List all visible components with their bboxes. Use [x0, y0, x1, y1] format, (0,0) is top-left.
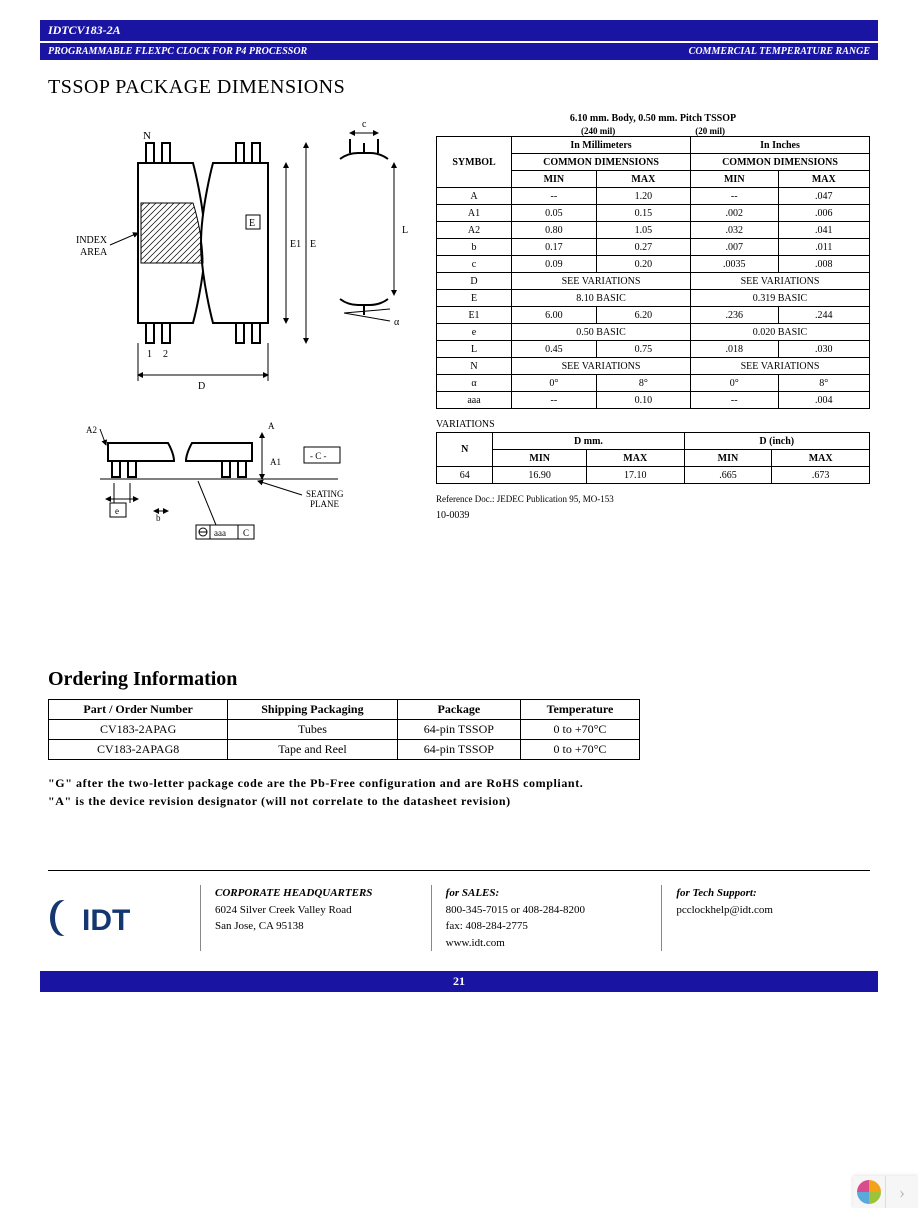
table-row: c0.090.20.0035.008	[437, 256, 870, 273]
hq-l1: 6024 Silver Creek Valley Road	[215, 902, 409, 919]
svg-text:E1: E1	[290, 239, 301, 250]
svg-text:PLANE: PLANE	[310, 499, 340, 509]
svg-text:L: L	[402, 225, 408, 236]
th-var-N: N	[437, 433, 493, 467]
th-max2: MAX	[778, 171, 869, 188]
corner-widget[interactable]: ›	[853, 1176, 918, 1208]
th-min2: MIN	[691, 171, 779, 188]
table-row: E16.006.20.236.244	[437, 307, 870, 324]
svg-text:C: C	[243, 528, 249, 538]
svg-text:A1: A1	[270, 457, 281, 467]
variations-label: VARIATIONS	[436, 419, 870, 430]
svg-text:1: 1	[147, 349, 152, 360]
table-row: A--1.20--.047	[437, 188, 870, 205]
svg-text:SEATING: SEATING	[306, 489, 344, 499]
idt-logo: IDT	[48, 885, 178, 951]
lbl-N: N	[143, 130, 151, 142]
tech-l1: pcclockhelp@idt.com	[676, 902, 870, 919]
th: Part / Order Number	[49, 700, 228, 720]
svg-text:A: A	[268, 421, 275, 431]
header-model: IDTCV183-2A	[48, 23, 121, 38]
th-vmax2: MAX	[772, 450, 870, 467]
svg-text:IDT: IDT	[82, 904, 130, 937]
sales-title: for SALES:	[446, 885, 640, 902]
table-row: α0°8°0°8°	[437, 375, 870, 392]
footer-tech: for Tech Support: pcclockhelp@idt.com	[661, 885, 870, 951]
footer: IDT CORPORATE HEADQUARTERS 6024 Silver C…	[0, 885, 918, 951]
dim-caption: 6.10 mm. Body, 0.50 mm. Pitch TSSOP	[436, 113, 870, 124]
variations-table: N D mm. D (inch) MINMAX MINMAX 6416.9017…	[436, 432, 870, 484]
footer-hq: CORPORATE HEADQUARTERS 6024 Silver Creek…	[200, 885, 409, 951]
th-var-din: D (inch)	[684, 433, 869, 450]
dim-sub-l: (240 mil)	[581, 126, 615, 136]
th-mm: In Millimeters	[512, 137, 691, 154]
table-row: 6416.9017.10.665.673	[437, 467, 870, 484]
ordering-table: Part / Order NumberShipping PackagingPac…	[48, 699, 640, 760]
section-title: TSSOP PACKAGE DIMENSIONS	[48, 76, 870, 99]
header-right: COMMERCIAL TEMPERATURE RANGE	[689, 46, 870, 57]
drawing-code: 10-0039	[436, 510, 870, 521]
table-row: CV183-2APAG8Tape and Reel64-pin TSSOP0 t…	[49, 740, 640, 760]
chevron-right-icon[interactable]: ›	[885, 1176, 918, 1208]
svg-text:α: α	[394, 317, 400, 328]
ordering-title: Ordering Information	[48, 668, 870, 691]
table-row: E8.10 BASIC0.319 BASIC	[437, 290, 870, 307]
th-vmin2: MIN	[684, 450, 772, 467]
table-row: DSEE VARIATIONSSEE VARIATIONS	[437, 273, 870, 290]
th-cd1: COMMON DIMENSIONS	[512, 154, 691, 171]
th-vmax1: MAX	[586, 450, 684, 467]
th-vmin1: MIN	[493, 450, 587, 467]
table-row: aaa--0.10--.004	[437, 392, 870, 409]
table-row: b0.170.27.007.011	[437, 239, 870, 256]
sales-l1: 800-345-7015 or 408-284-8200	[446, 902, 640, 919]
header-subtitle: PROGRAMMABLE FLEXPC CLOCK FOR P4 PROCESS…	[48, 46, 307, 57]
footer-rule	[48, 870, 870, 871]
svg-text:AREA: AREA	[80, 247, 108, 258]
page-number: 21	[453, 974, 465, 988]
svg-text:E: E	[249, 218, 255, 229]
dim-sub-r: (20 mil)	[695, 126, 725, 136]
note-a: "A" is the device revision designator (w…	[48, 792, 870, 810]
note-g: "G" after the two-letter package code ar…	[48, 774, 870, 792]
th-min1: MIN	[512, 171, 597, 188]
table-row: A20.801.05.032.041	[437, 222, 870, 239]
header-bar-2: PROGRAMMABLE FLEXPC CLOCK FOR P4 PROCESS…	[40, 43, 878, 60]
reference-doc: Reference Doc.: JEDEC Publication 95, MO…	[436, 494, 870, 504]
table-row: L0.450.75.018.030	[437, 341, 870, 358]
sales-l2: fax: 408-284-2775	[446, 918, 640, 935]
th-var-dmm: D mm.	[493, 433, 684, 450]
svg-text:e: e	[115, 506, 119, 516]
svg-text:A2: A2	[86, 425, 97, 435]
svg-text:INDEX: INDEX	[76, 235, 108, 246]
th-max1: MAX	[596, 171, 690, 188]
tech-title: for Tech Support:	[676, 885, 870, 902]
table-row: CV183-2APAGTubes64-pin TSSOP0 to +70°C	[49, 720, 640, 740]
svg-text:2: 2	[163, 349, 168, 360]
th: Package	[397, 700, 521, 720]
svg-text:D: D	[198, 381, 205, 392]
svg-text:c: c	[362, 119, 367, 130]
svg-text:E: E	[310, 239, 316, 250]
svg-text:aaa: aaa	[214, 528, 226, 538]
th: Temperature	[521, 700, 640, 720]
th-symbol: SYMBOL	[437, 137, 512, 188]
footer-sales: for SALES: 800-345-7015 or 408-284-8200 …	[431, 885, 640, 951]
th: Shipping Packaging	[228, 700, 397, 720]
header-bar: IDTCV183-2A	[40, 20, 878, 41]
sales-l3: www.idt.com	[446, 935, 640, 952]
dimensions-table: SYMBOL In Millimeters In Inches COMMON D…	[436, 136, 870, 409]
hq-title: CORPORATE HEADQUARTERS	[215, 885, 409, 902]
hq-l2: San Jose, CA 95138	[215, 918, 409, 935]
svg-text:- C -: - C -	[310, 451, 327, 461]
package-diagram: E N 12 INDEXAREA E1	[48, 113, 418, 558]
table-row: e0.50 BASIC0.020 BASIC	[437, 324, 870, 341]
table-row: NSEE VARIATIONSSEE VARIATIONS	[437, 358, 870, 375]
table-row: A10.050.15.002.006	[437, 205, 870, 222]
svg-text:b: b	[156, 513, 161, 523]
pinwheel-icon	[853, 1176, 885, 1208]
page-footer-bar: 21	[40, 971, 878, 992]
th-in: In Inches	[691, 137, 870, 154]
th-cd2: COMMON DIMENSIONS	[691, 154, 870, 171]
